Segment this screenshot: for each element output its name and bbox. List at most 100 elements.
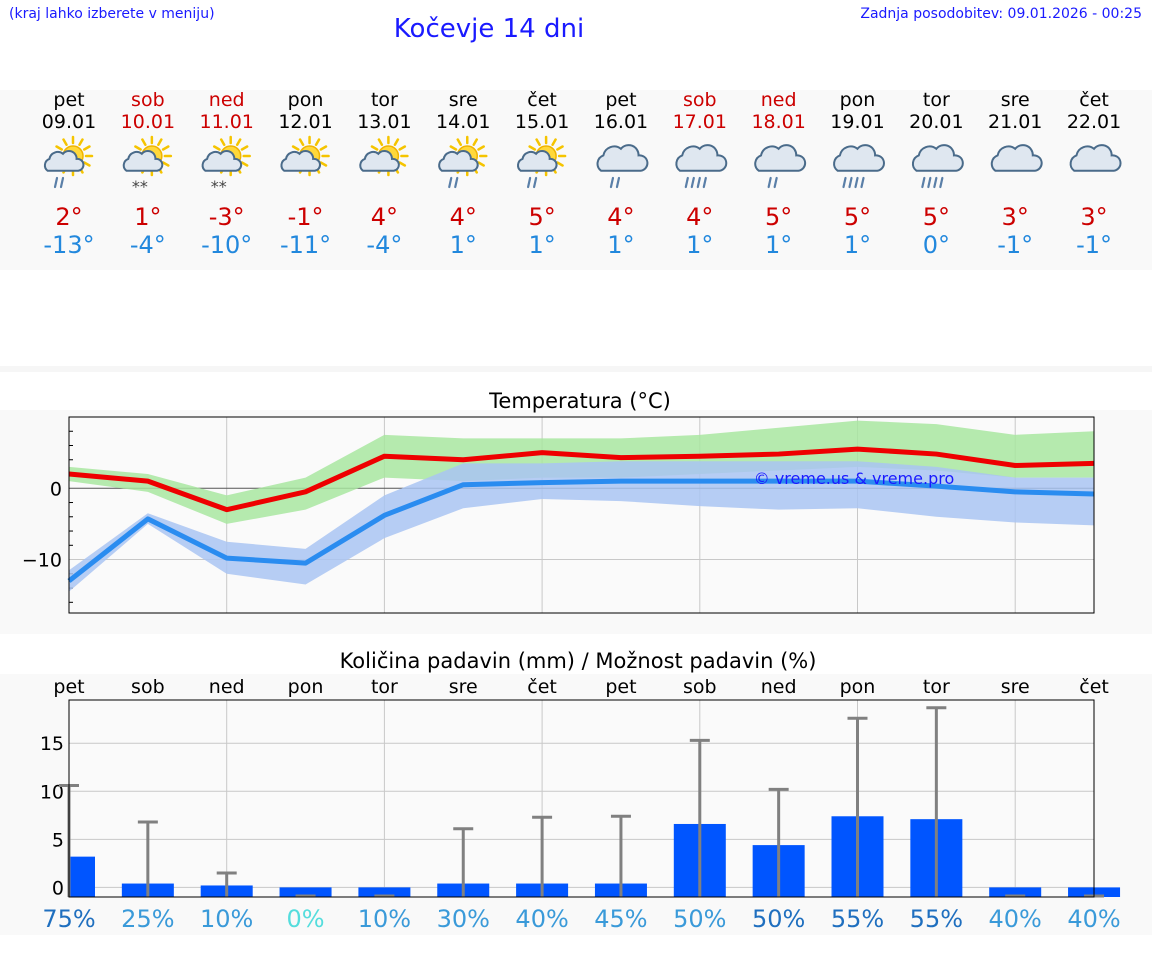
precip-chance: 50% (752, 905, 805, 933)
day-date: 10.01 (120, 111, 176, 133)
precip-chance: 55% (910, 905, 963, 933)
separator (0, 366, 1152, 372)
cloud-icon (1069, 144, 1122, 172)
x-tick-label: sob (683, 676, 717, 698)
max-temp: 2° (55, 203, 83, 231)
y-tick-label: −10 (22, 550, 62, 572)
max-temp: 3° (1001, 203, 1029, 231)
watermark: © vreme.us & vreme.pro (754, 469, 955, 488)
day-date: 16.01 (593, 111, 649, 133)
max-temp: 4° (370, 203, 399, 231)
min-temp: -4° (366, 231, 403, 259)
day-name: čet (527, 89, 557, 111)
cloud-icon (990, 144, 1043, 172)
day-date: 14.01 (436, 111, 491, 133)
precip-chance: 40% (989, 905, 1042, 933)
day-date: 11.01 (199, 111, 254, 133)
precip-chance: 55% (831, 905, 884, 933)
precip-chance: 10% (358, 905, 411, 933)
y-tick-label: 0 (52, 877, 64, 899)
day-column: ned 18.01 5° 1° (740, 89, 818, 259)
day-name: sre (448, 89, 478, 111)
max-temp: 5° (843, 203, 872, 231)
precip-chance: 0% (287, 905, 325, 933)
chart-title: Temperatura (°C) (488, 389, 671, 413)
precip-chance: 25% (121, 905, 174, 933)
day-name: pet (53, 89, 85, 111)
day-column: čet 15.01 5° 1° (503, 89, 581, 259)
cloud-heavy-rain-icon (833, 144, 885, 189)
svg-text:**: ** (132, 177, 148, 196)
x-tick-label: pon (840, 676, 876, 698)
x-tick-label: ned (761, 676, 797, 698)
x-tick-label: sre (449, 676, 478, 698)
sun-cloud-rain-icon (517, 135, 567, 189)
precip-bar (69, 856, 95, 897)
day-column: pet 16.01 4° 1° (582, 89, 660, 259)
cloud-heavy-rain-icon (675, 144, 728, 189)
y-tick-label: 0 (50, 478, 62, 500)
precip-bar (358, 887, 411, 897)
day-date: 19.01 (830, 111, 885, 133)
day-name: pon (287, 89, 324, 111)
precip-chance: 45% (594, 905, 647, 933)
location-hint: (kraj lahko izberete v meniju) (9, 6, 215, 22)
cloud-rain-icon (754, 144, 807, 189)
sun-cloud-rain-icon (43, 135, 94, 189)
sun-small-cloud-icon (280, 135, 330, 177)
day-date: 09.01 (41, 111, 97, 133)
day-column: tor 20.01 5° 0° (897, 89, 975, 259)
day-date: 22.01 (1066, 111, 1122, 133)
temp-plot-frame (68, 416, 1095, 614)
precip-bar (279, 887, 332, 897)
svg-text:**: ** (211, 177, 227, 196)
min-temp: -1° (1076, 231, 1113, 259)
sun-cloud-snow-icon: ** (122, 135, 173, 196)
cloud-heavy-rain-icon (911, 144, 964, 189)
min-temp: 1° (686, 231, 714, 259)
day-name: sob (131, 89, 165, 111)
max-temp: 4° (607, 203, 635, 231)
min-temp-line (67, 478, 1095, 583)
day-column: pon 12.01 -1° -11° (267, 89, 345, 259)
day-name: ned (760, 89, 797, 111)
day-date: 21.01 (987, 111, 1043, 133)
min-temp: -11° (279, 231, 332, 259)
x-tick-label: čet (1079, 676, 1109, 698)
max-temp: 5° (765, 203, 793, 231)
min-temp: 1° (843, 231, 872, 259)
y-tick-label: 10 (40, 781, 64, 803)
day-name: tor (922, 89, 950, 111)
page-title: Kočevje 14 dni (393, 14, 585, 44)
x-tick-label: ned (209, 676, 245, 698)
min-temp-band (69, 461, 1095, 592)
x-tick-label: pon (288, 676, 324, 698)
day-date: 13.01 (357, 111, 412, 133)
precip-chance: 10% (200, 905, 253, 933)
y-tick-label: 15 (40, 733, 64, 755)
day-column: sre 21.01 3° -1° (976, 89, 1054, 259)
day-column: sre 14.01 4° 1° (424, 89, 502, 259)
day-name: pet (605, 89, 637, 111)
forecast-panel (0, 90, 1152, 270)
day-date: 17.01 (672, 111, 727, 133)
min-temp: 1° (449, 231, 477, 259)
precip-bar (989, 887, 1042, 897)
min-temp: 1° (765, 231, 793, 259)
precip-chance: 50% (673, 905, 726, 933)
sun-cloud-icon (359, 135, 409, 177)
day-name: sre (1000, 89, 1030, 111)
x-tick-label: tor (371, 676, 398, 698)
max-temp-line (68, 446, 1095, 513)
max-temp: 4° (686, 203, 714, 231)
sun-cloud-rain-icon (438, 135, 488, 189)
x-tick-label: pet (605, 676, 636, 698)
day-date: 12.01 (278, 111, 333, 133)
precip-chance: 40% (1067, 905, 1120, 933)
day-name: tor (370, 89, 398, 111)
y-tick-label: 5 (52, 829, 64, 851)
max-temp: -1° (287, 203, 324, 231)
day-date: 15.01 (514, 111, 570, 133)
day-column: pet 09.01 2° -13° (30, 89, 108, 259)
